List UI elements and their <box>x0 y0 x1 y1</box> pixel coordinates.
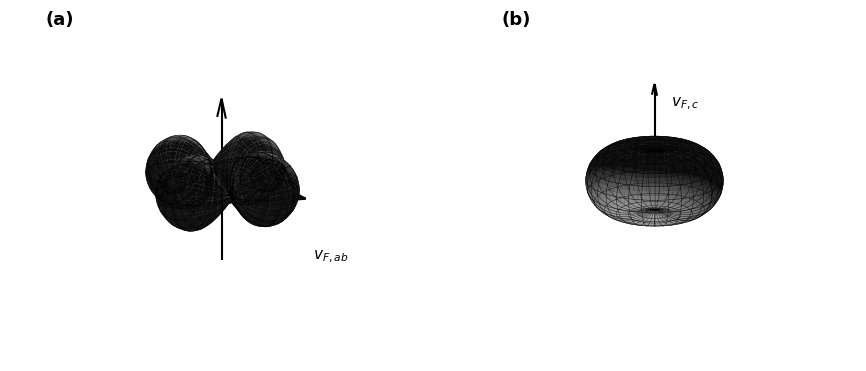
Text: (a): (a) <box>46 11 74 29</box>
Text: (b): (b) <box>501 11 531 29</box>
